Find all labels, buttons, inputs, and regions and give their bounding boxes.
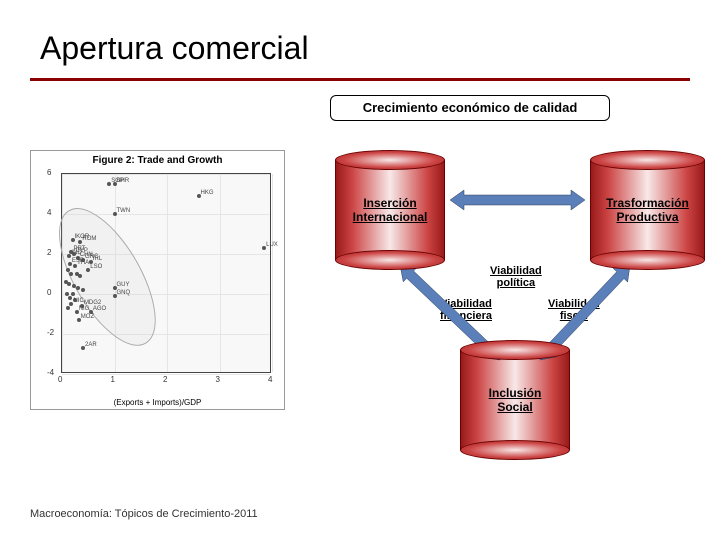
scatter-chart: Figure 2: Trade and Growth Annual Real G… bbox=[30, 150, 285, 410]
cyl-cap-top bbox=[460, 340, 570, 360]
cyl-cap-bottom bbox=[590, 250, 705, 270]
x-axis-label: (Exports + Imports)/GDP bbox=[31, 398, 284, 407]
cyl-label: InclusiónSocial bbox=[460, 386, 570, 414]
cyl-label: TrasformaciónProductiva bbox=[590, 196, 705, 224]
title-underline bbox=[30, 78, 690, 81]
footer-text: Macroeconomía: Tópicos de Crecimiento-20… bbox=[30, 508, 258, 520]
cylinder-left: InserciónInternacional bbox=[335, 150, 445, 270]
cyl-cap-top bbox=[335, 150, 445, 170]
cyl-cap-top bbox=[590, 150, 705, 170]
cylinder-center: InclusiónSocial bbox=[460, 340, 570, 460]
cyl-cap-bottom bbox=[335, 250, 445, 270]
viability-fis: Viabilidadfiscal bbox=[548, 298, 600, 322]
chart-title: Figure 2: Trade and Growth bbox=[31, 155, 284, 166]
top-goal-box: Crecimiento económico de calidad bbox=[330, 95, 610, 121]
cyl-label: InserciónInternacional bbox=[335, 196, 445, 224]
cyl-cap-bottom bbox=[460, 440, 570, 460]
viability-fin: Viabilidadfinanciera bbox=[440, 298, 492, 322]
viability-pol: Viabilidadpolítica bbox=[490, 265, 542, 289]
cylinder-right: TrasformaciónProductiva bbox=[590, 150, 705, 270]
plot-area: IKORROMPRTINDCYPCHNGRCESPTHAIRLLSONICMDG… bbox=[61, 173, 271, 373]
page-title: Apertura comercial bbox=[40, 30, 309, 67]
